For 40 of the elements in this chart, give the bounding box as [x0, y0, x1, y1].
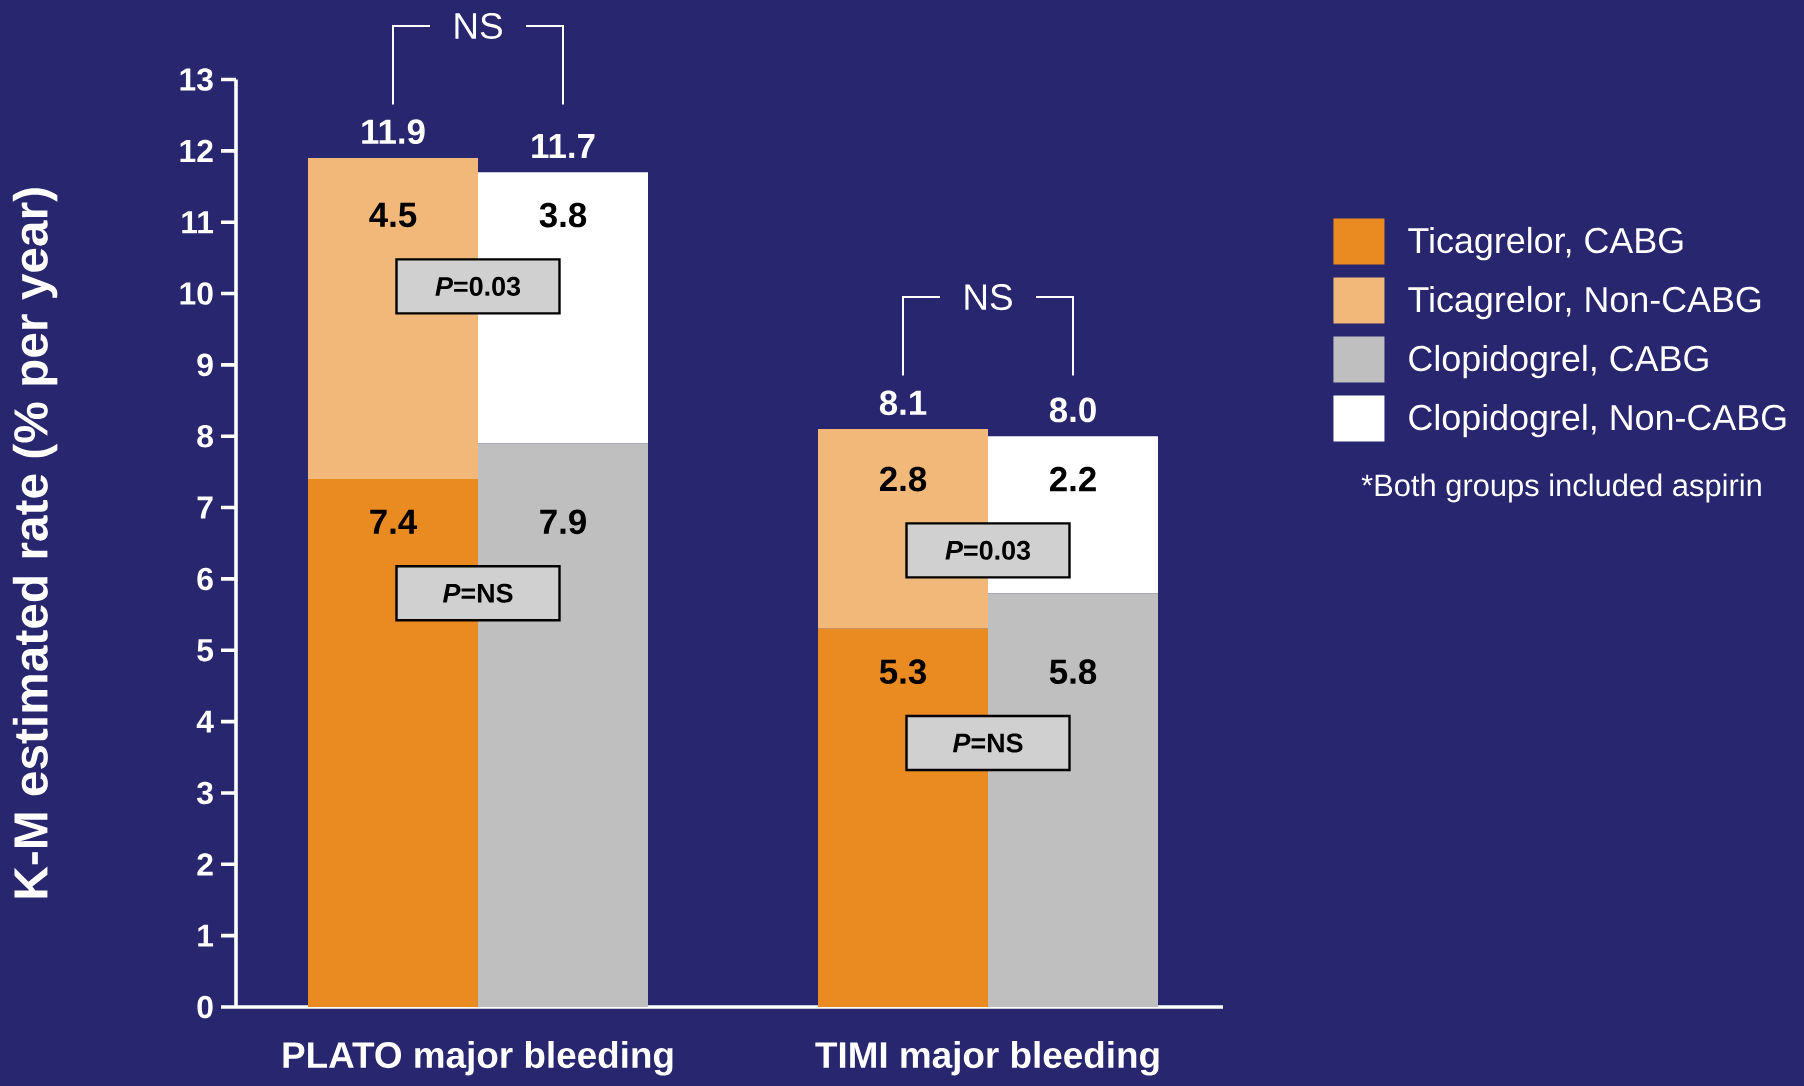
- data-label: 2.8: [879, 466, 927, 492]
- legend-label: Ticagrelor, CABG: [1408, 226, 1683, 261]
- y-tick-label: 10: [180, 282, 213, 305]
- annotation: NS: [965, 284, 1012, 311]
- data-label: 7.4: [370, 509, 418, 534]
- y-tick-label: 3: [196, 781, 213, 805]
- x-tick-label: TIMI major bleeding: [815, 1041, 1159, 1076]
- y-tick-label: 12: [180, 139, 213, 162]
- legend-label: Clopidogrel, CABG: [1409, 344, 1708, 379]
- data-label: 5.8: [1049, 659, 1097, 685]
- total-label: 11.9: [362, 119, 425, 145]
- y-tick-label: 13: [180, 68, 213, 91]
- text: *Both groups included aspirin: [1361, 473, 1761, 503]
- y-tick-label: 6: [197, 567, 213, 591]
- data-label: 7.9: [540, 509, 586, 535]
- annotation: P=NS: [442, 583, 513, 603]
- y-tick-label: 7: [197, 496, 213, 519]
- total-label: 8.1: [879, 390, 927, 416]
- x-tick-label: PLATO major bleeding: [283, 1041, 673, 1076]
- data-label: 5.3: [879, 659, 926, 685]
- y-tick-label: 5: [197, 639, 214, 662]
- legend-label: Ticagrelor, Non-CABG: [1408, 285, 1761, 320]
- text: NS: [455, 12, 502, 40]
- y-tick-label: 2: [197, 853, 213, 876]
- annotation: P=0.03: [945, 540, 1031, 560]
- data-label: 2.2: [1049, 466, 1096, 492]
- y-tick-label: 1: [198, 924, 214, 947]
- data-label: 3.8: [539, 202, 587, 228]
- y-tick-label: 11: [182, 211, 214, 234]
- total-label: 11.7: [532, 133, 595, 158]
- total-label: 8.0: [1049, 397, 1096, 423]
- y-tick-label: 8: [197, 424, 213, 448]
- y-axis-title: K-M estimated rate (% per year): [12, 188, 58, 898]
- y-tick-label: 4: [196, 710, 214, 733]
- data-label: 4.5: [369, 202, 417, 228]
- y-tick-label: 9: [197, 353, 213, 377]
- annotation: P=NS: [952, 733, 1023, 753]
- legend-label: Clopidogrel, Non-CABG: [1409, 403, 1786, 438]
- y-tick-label: 0: [197, 995, 213, 1019]
- annotation: P=0.03: [435, 276, 521, 296]
